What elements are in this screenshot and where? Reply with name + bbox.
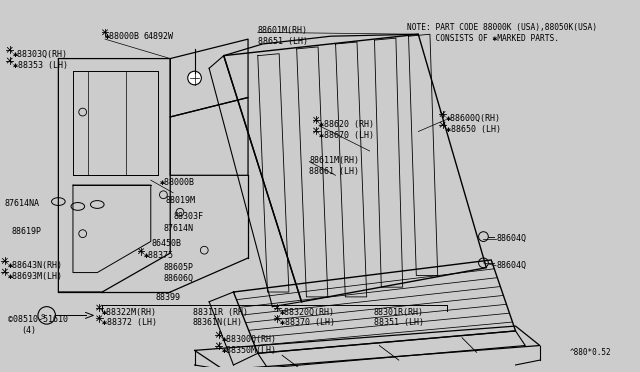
Text: 88361N(LH): 88361N(LH) <box>193 318 243 327</box>
Text: ✱88643N(RH): ✱88643N(RH) <box>8 261 63 270</box>
Text: ✱88693M(LH): ✱88693M(LH) <box>8 272 63 280</box>
Text: ✱88372 (LH): ✱88372 (LH) <box>102 318 157 327</box>
Text: 88611M(RH): 88611M(RH) <box>309 156 359 165</box>
Text: ✱88000B: ✱88000B <box>105 32 140 41</box>
Text: ✱88303Q(RH): ✱88303Q(RH) <box>13 50 68 59</box>
Text: 88351 (LH): 88351 (LH) <box>374 318 424 327</box>
Text: NOTE: PART CODE 88000K (USA),88050K(USA): NOTE: PART CODE 88000K (USA),88050K(USA) <box>406 23 596 32</box>
Text: ✱88350M(LH): ✱88350M(LH) <box>222 346 276 355</box>
Text: ✱88370 (LH): ✱88370 (LH) <box>280 318 335 327</box>
Text: 88019M: 88019M <box>165 196 195 205</box>
Text: ^880*0.52: ^880*0.52 <box>569 348 611 357</box>
Text: 88604Q: 88604Q <box>496 234 526 243</box>
Text: ✱88620 (RH): ✱88620 (RH) <box>319 120 374 129</box>
Text: ✱88353 (LH): ✱88353 (LH) <box>13 61 68 70</box>
Text: 88606Q: 88606Q <box>163 273 193 283</box>
Text: ✱88320Q(RH): ✱88320Q(RH) <box>280 308 335 317</box>
Text: (4): (4) <box>21 326 36 335</box>
Text: ©08510-51610: ©08510-51610 <box>8 315 68 324</box>
Text: 88601M(RH): 88601M(RH) <box>258 26 308 35</box>
Text: ✱88670 (LH): ✱88670 (LH) <box>319 131 374 140</box>
Text: ✱88000B: ✱88000B <box>159 178 195 187</box>
Text: 88604Q: 88604Q <box>496 261 526 270</box>
Text: CONSISTS OF ✱MARKED PARTS.: CONSISTS OF ✱MARKED PARTS. <box>406 34 559 43</box>
Text: ✱88375: ✱88375 <box>144 251 174 260</box>
Text: 64892W: 64892W <box>144 32 174 41</box>
Text: 88301R(RH): 88301R(RH) <box>374 308 424 317</box>
Text: 88661 (LH): 88661 (LH) <box>309 167 359 176</box>
Circle shape <box>188 71 202 85</box>
Text: 88311R (RH): 88311R (RH) <box>193 308 248 317</box>
Text: 86450B: 86450B <box>152 238 182 247</box>
Text: ✱88600Q(RH): ✱88600Q(RH) <box>445 114 500 123</box>
Text: ✱88650 (LH): ✱88650 (LH) <box>445 125 500 134</box>
Text: 88303F: 88303F <box>173 212 203 221</box>
Text: 88399: 88399 <box>156 293 180 302</box>
Text: ✱88322M(RH): ✱88322M(RH) <box>102 308 157 317</box>
Text: 88651 (LH): 88651 (LH) <box>258 37 308 46</box>
Text: 88605P: 88605P <box>163 263 193 272</box>
Text: 88619P: 88619P <box>12 227 42 236</box>
Text: 87614N: 87614N <box>163 224 193 233</box>
Text: 87614NA: 87614NA <box>5 199 40 208</box>
Text: S: S <box>41 314 45 320</box>
Text: ✱88300Q(RH): ✱88300Q(RH) <box>222 335 276 344</box>
